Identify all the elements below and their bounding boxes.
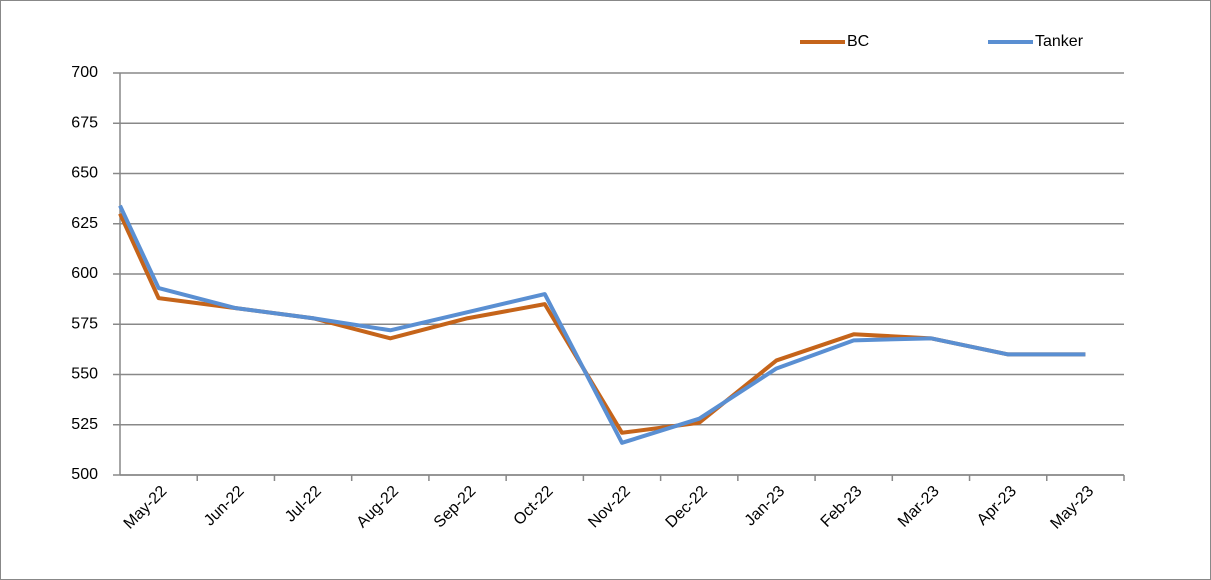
y-tick-label: 575 <box>71 315 98 332</box>
y-tick-label: 625 <box>71 215 98 232</box>
legend-label: BC <box>847 33 869 50</box>
y-tick-label: 700 <box>71 64 98 81</box>
y-tick-label: 550 <box>71 366 98 383</box>
y-tick-label: 525 <box>71 416 98 433</box>
y-tick-label: 600 <box>71 265 98 282</box>
y-tick-label: 650 <box>71 165 98 182</box>
y-tick-label: 675 <box>71 114 98 131</box>
legend-label: Tanker <box>1035 33 1084 50</box>
y-tick-label: 500 <box>71 466 98 483</box>
series-line <box>118 204 1086 445</box>
